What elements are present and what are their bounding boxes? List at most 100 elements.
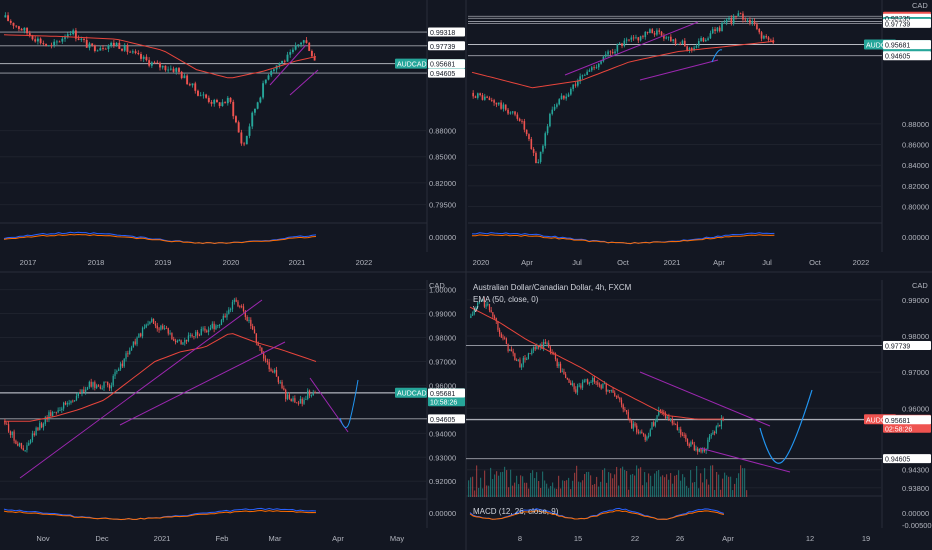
- candle-body: [129, 350, 131, 355]
- price-label-box: [883, 18, 931, 28]
- candle-body: [261, 347, 263, 354]
- candle-body: [112, 42, 115, 46]
- candle-body: [185, 339, 188, 342]
- candle-body: [598, 384, 601, 386]
- volume-bar: [476, 465, 478, 497]
- price-tick-label: 0.98000: [429, 333, 456, 342]
- projection-path: [339, 379, 359, 428]
- candle-body: [763, 36, 765, 39]
- candle-body: [675, 423, 677, 425]
- candle-body: [272, 371, 274, 373]
- volume-bar: [598, 486, 600, 497]
- candle-body: [180, 340, 182, 345]
- candle-body: [48, 412, 50, 420]
- candle-body: [565, 374, 567, 378]
- candle-body: [481, 95, 484, 100]
- volume-bar: [736, 478, 738, 497]
- candle-body: [527, 353, 530, 360]
- volume-bar: [538, 481, 540, 497]
- candle-body: [200, 329, 202, 336]
- volume-bar: [558, 475, 560, 497]
- candle-body: [707, 439, 709, 449]
- candle-body: [473, 310, 475, 315]
- candle-body: [290, 398, 292, 402]
- price-label-text: 0.98427: [885, 14, 910, 21]
- candle-body: [719, 425, 721, 427]
- ema-line: [471, 40, 775, 89]
- candle-body: [259, 97, 262, 103]
- candle-body: [644, 31, 647, 38]
- candle-body: [505, 338, 507, 345]
- candle-body: [165, 328, 168, 329]
- x-tick-label: Dec: [95, 534, 109, 543]
- candle-body: [477, 302, 479, 308]
- candle-body: [712, 432, 714, 435]
- candle-body: [51, 412, 54, 417]
- candle-body: [647, 435, 650, 437]
- candle-body: [226, 97, 229, 104]
- candle-body: [543, 342, 545, 349]
- candle-body: [653, 33, 656, 35]
- volume-bar: [614, 474, 616, 497]
- candle-body: [213, 323, 215, 330]
- price-label-text: 0.95681: [430, 62, 455, 69]
- candle-body: [553, 106, 556, 110]
- candle-body: [578, 385, 580, 387]
- candle-body: [123, 44, 126, 51]
- price-label-box: [428, 68, 465, 78]
- candle-body: [546, 126, 549, 134]
- candle-body: [138, 333, 140, 338]
- oscillator-second-label: -0.00500: [902, 521, 932, 530]
- candle-body: [480, 300, 482, 302]
- candle-body: [714, 432, 716, 433]
- candle-body: [156, 62, 159, 64]
- volume-bar: [636, 465, 638, 497]
- candle-body: [35, 427, 37, 436]
- candle-body: [148, 60, 151, 66]
- candle-body: [635, 37, 637, 39]
- candle-body: [679, 43, 681, 45]
- candle-body: [723, 22, 726, 24]
- candle-body: [641, 431, 643, 434]
- volume-bar: [672, 483, 674, 497]
- candle-body: [669, 418, 672, 421]
- volume-bar: [478, 487, 480, 497]
- candle-body: [264, 79, 267, 84]
- candle-body: [96, 385, 98, 388]
- x-tick-label: 15: [574, 534, 582, 543]
- candle-body: [579, 76, 581, 82]
- candle-body: [693, 444, 695, 451]
- volume-bar: [562, 480, 564, 497]
- candle-body: [149, 321, 151, 324]
- candle-body: [251, 112, 254, 127]
- price-tick-label: 0.84000: [902, 161, 929, 170]
- candle-body: [88, 43, 91, 48]
- candle-body: [616, 43, 619, 52]
- candle-body: [218, 102, 221, 107]
- price-tick-label: 0.79500: [429, 201, 456, 210]
- volume-bar: [646, 482, 648, 497]
- text-layer: 2017 2018 2019 2020 2021 2022 0.88000 0.85000 0.…: [20, 1, 932, 543]
- volume-bar: [616, 466, 618, 497]
- volume-bar: [660, 476, 662, 497]
- candle-body: [129, 51, 132, 53]
- candle-body: [718, 27, 721, 32]
- candle-body: [758, 28, 761, 33]
- candle-body: [191, 83, 194, 86]
- price-label-box: [883, 51, 931, 61]
- price-tick-label: 0.94000: [429, 429, 456, 438]
- price-label-box: [883, 415, 931, 425]
- candle-body: [470, 315, 472, 318]
- volume-bar: [690, 470, 692, 497]
- volume-bar: [526, 482, 528, 497]
- candle-body: [746, 19, 749, 21]
- candle-body: [233, 299, 235, 302]
- candle-body: [121, 363, 124, 367]
- candle-body: [310, 395, 313, 396]
- candle-body: [707, 38, 709, 40]
- x-tick-label: Nov: [36, 534, 50, 543]
- candle-body: [93, 45, 96, 51]
- volume-bar: [502, 471, 504, 497]
- candle-body: [663, 412, 665, 414]
- candle-body: [651, 29, 654, 34]
